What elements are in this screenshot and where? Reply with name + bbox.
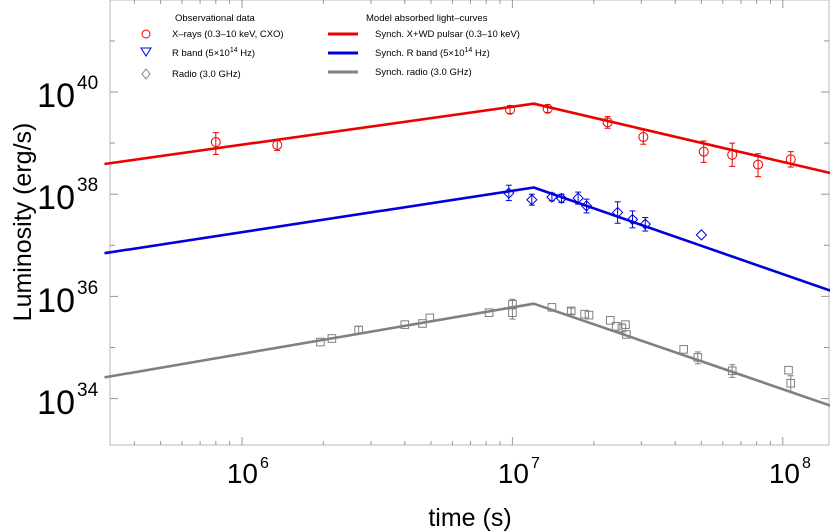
svg-text:34: 34: [77, 380, 99, 401]
legend: Observational data X–rays (0.3–10 keV, C…: [140, 13, 520, 80]
radio-point: [693, 353, 703, 362]
radio-point: [784, 365, 793, 375]
radio-point: [327, 334, 337, 343]
svg-text:8: 8: [802, 455, 811, 472]
axis-ticks: [110, 0, 829, 445]
legend-radio-marker: [141, 68, 151, 80]
rband-point: [503, 187, 515, 199]
svg-text:10: 10: [37, 179, 75, 217]
svg-text:38: 38: [77, 175, 98, 196]
radio-point: [679, 345, 688, 354]
radio-point: [584, 310, 594, 320]
legend-model-xray-label: Synch. X+WD pulsar (0.3–10 keV): [375, 29, 520, 40]
legend-xray-marker: [141, 29, 151, 39]
svg-text:7: 7: [531, 455, 540, 472]
svg-text:40: 40: [77, 73, 98, 94]
rband-point: [580, 200, 593, 212]
radio-point: [727, 366, 737, 376]
x-tick-label-1e7: 10 7: [498, 455, 540, 489]
svg-text:10: 10: [498, 458, 529, 489]
legend-model-rband-label: Synch. R band (5×1014 Hz): [375, 47, 490, 59]
xray-point: [542, 103, 553, 114]
radio-point: [425, 313, 435, 323]
radio-point: [605, 316, 615, 325]
svg-text:36: 36: [77, 278, 98, 299]
radio-point: [580, 309, 589, 319]
model-curve-xray: [104, 102, 830, 175]
rband-point: [555, 192, 568, 205]
xray-point: [602, 117, 613, 128]
legend-observational-title: Observational data: [175, 13, 255, 24]
legend-model-title: Model absorbed light–curves: [366, 13, 488, 24]
radio-point: [400, 320, 410, 329]
x-tick-label-1e8: 10 8: [769, 455, 811, 489]
xray-point: [698, 146, 709, 157]
rband-point: [546, 191, 558, 203]
radio-point: [354, 325, 363, 335]
legend-xray-label: X–rays (0.3–10 keV, CXO): [172, 29, 284, 40]
xray-point: [272, 139, 283, 150]
svg-text:10: 10: [769, 458, 800, 489]
svg-text:6: 6: [260, 455, 269, 472]
radio-point: [621, 320, 630, 329]
legend-rband-label: R band (5×1014 Hz): [172, 47, 255, 59]
model-curves: [104, 102, 830, 407]
y-tick-label-1e40: 10 40: [37, 73, 98, 115]
radio-point: [418, 319, 427, 328]
y-tick-label-1e38: 10 38: [37, 175, 98, 217]
radio-point: [316, 337, 325, 347]
rband-point: [572, 192, 584, 204]
plot-frame: [109, 0, 830, 446]
svg-text:10: 10: [37, 282, 75, 320]
rband-point: [695, 229, 708, 241]
y-axis-label: Luminosity (erg/s): [9, 123, 37, 322]
y-tick-label-1e34: 10 34: [37, 380, 98, 422]
xray-point: [727, 149, 738, 160]
radio-point: [611, 321, 621, 331]
svg-text:10: 10: [37, 77, 75, 115]
data-points: [210, 103, 796, 393]
svg-text:10: 10: [227, 458, 258, 489]
x-axis-label: time (s): [428, 504, 511, 532]
legend-rband-marker: [140, 47, 152, 57]
y-tick-label-1e36: 10 36: [37, 278, 98, 320]
rband-point: [639, 218, 651, 230]
model-curve-radio: [104, 302, 830, 407]
rband-point: [626, 213, 639, 226]
xray-point: [505, 104, 516, 115]
radio-point: [622, 330, 631, 339]
radio-point: [508, 308, 517, 317]
xray-point: [753, 159, 764, 170]
radio-point: [566, 306, 576, 316]
radio-point: [786, 378, 796, 388]
rband-point: [526, 194, 538, 206]
xray-point: [638, 131, 649, 142]
svg-text:10: 10: [37, 384, 75, 422]
radio-point: [484, 308, 494, 317]
radio-point: [547, 303, 557, 312]
xray-point: [210, 137, 221, 148]
legend-radio-label: Radio (3.0 GHz): [172, 69, 241, 80]
model-curve-rband: [104, 186, 830, 292]
xray-point: [785, 154, 796, 165]
legend-model-radio-label: Synch. radio (3.0 GHz): [375, 67, 472, 78]
x-tick-label-1e6: 10 6: [227, 455, 269, 489]
rband-point: [611, 206, 624, 219]
